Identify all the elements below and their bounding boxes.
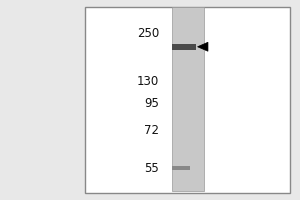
Text: 130: 130 <box>137 75 159 88</box>
Text: 55: 55 <box>144 162 159 175</box>
Text: 250: 250 <box>137 27 159 40</box>
Polygon shape <box>198 42 208 51</box>
Bar <box>172 7 203 191</box>
Bar <box>172 166 190 170</box>
Text: 95: 95 <box>144 97 159 110</box>
Bar <box>172 44 196 50</box>
Bar <box>85 7 290 193</box>
Text: 72: 72 <box>144 124 159 137</box>
